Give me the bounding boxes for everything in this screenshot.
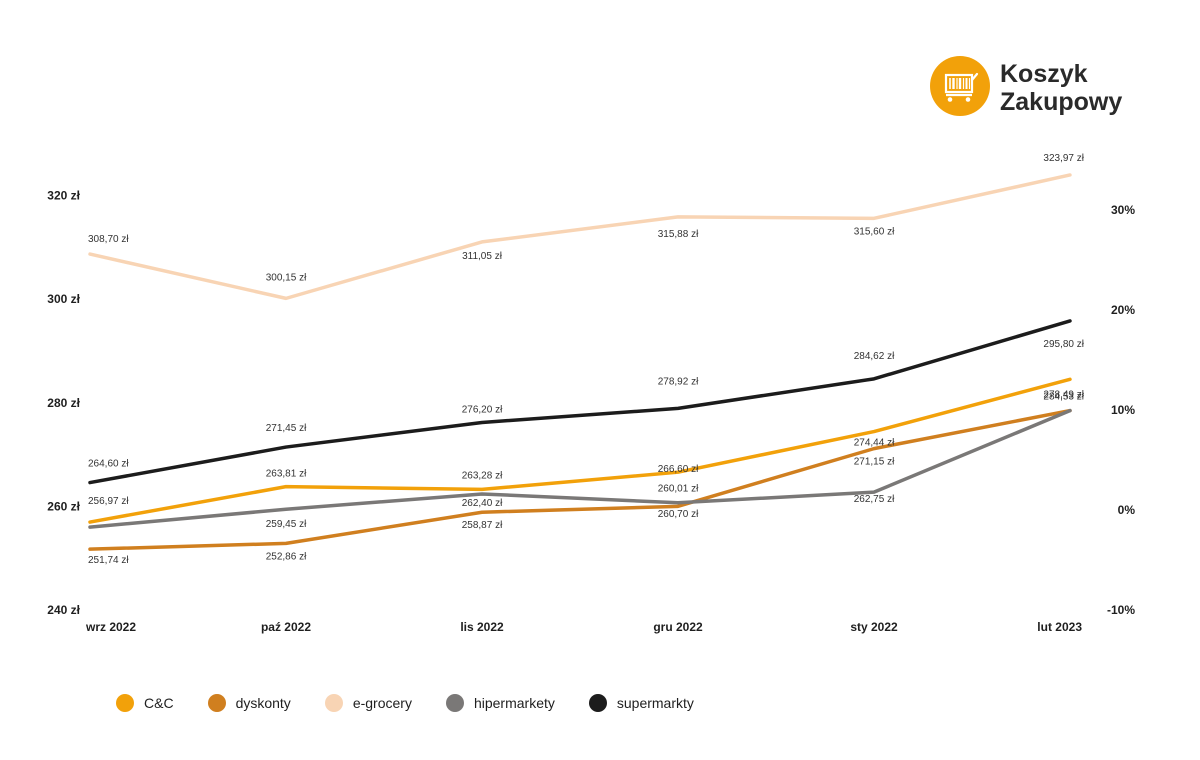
data-label: 311,05 zł: [462, 251, 503, 262]
data-label: 284,62 zł: [854, 351, 895, 362]
series-line-c-c: [88, 377, 1072, 524]
legend-item: supermarkty: [588, 694, 694, 712]
data-label: 258,87 zł: [462, 520, 503, 531]
data-label: 315,60 zł: [854, 226, 895, 237]
data-label: 262,40 zł: [462, 498, 503, 509]
line-chart: 240 zł 260 zł 280 zł 300 zł 320 zł -10% 0% 10%…: [47, 153, 1135, 634]
legend-item: C&C: [116, 694, 174, 712]
legend: C&C dyskonty e-grocery hipermarkety supermar…: [116, 692, 728, 714]
legend-swatch: [445, 694, 464, 712]
y-tick-label: 240 zł: [47, 603, 80, 617]
series-labels: 308,70 zł 300,15 zł 311,05 zł 315,88 zł 315,…: [88, 153, 1085, 566]
x-tick-label: gru 2022: [653, 620, 703, 634]
legend-item: dyskonty: [207, 694, 291, 712]
data-label: 284,53 zł: [1043, 391, 1084, 402]
data-label: 259,45 zł: [266, 519, 307, 530]
data-label: 271,45 zł: [266, 423, 307, 434]
data-label: 274,44 zł: [854, 438, 895, 449]
legend-swatch: [324, 694, 343, 712]
series-line-dyskonty: [88, 408, 1072, 551]
legend-item: e-grocery: [324, 694, 412, 712]
x-tick-label: lis 2022: [460, 620, 504, 634]
data-label: 264,60 zł: [88, 459, 129, 470]
y-tick-label: 260 zł: [47, 499, 80, 513]
legend-label: hipermarkety: [473, 695, 555, 711]
data-label: 262,75 zł: [854, 494, 895, 505]
logo-circle: [930, 56, 990, 116]
data-label: 295,80 zł: [1043, 339, 1084, 350]
y-axis-left: 240 zł 260 zł 280 zł 300 zł 320 zł: [47, 189, 80, 617]
y2-tick-label: 0%: [1118, 503, 1136, 517]
data-label: 278,49 zł: [1043, 390, 1084, 401]
data-label: 266,60 zł: [658, 464, 699, 475]
y2-tick-label: -10%: [1107, 603, 1135, 617]
data-label: 271,15 zł: [854, 457, 895, 468]
legend-swatch: [116, 694, 134, 712]
data-label: 323,97 zł: [1043, 153, 1084, 164]
y2-tick-label: 10%: [1111, 403, 1135, 417]
legend-label: C&C: [144, 695, 174, 711]
x-tick-label: paź 2022: [261, 620, 311, 634]
series-line-e-grocery: [88, 173, 1072, 301]
data-label: 251,74 zł: [88, 555, 129, 566]
legend-label: e-grocery: [352, 695, 412, 711]
y2-tick-label: 20%: [1111, 303, 1135, 317]
logo: Koszyk Zakupowy: [930, 56, 1160, 120]
data-label: 260,01 zł: [658, 483, 699, 494]
data-label: 308,70 zł: [88, 234, 129, 245]
y-axis-right: -10% 0% 10% 20% 30%: [1107, 203, 1135, 617]
data-label: 276,20 zł: [462, 404, 503, 415]
x-tick-label: lut 2023: [1037, 620, 1082, 634]
data-label: 315,88 zł: [658, 229, 699, 240]
x-tick-label: wrz 2022: [85, 620, 136, 634]
legend-item: hipermarkety: [445, 694, 555, 712]
legend-swatch: [207, 694, 226, 712]
legend-swatch: [588, 694, 607, 712]
data-label: 263,28 zł: [462, 470, 503, 481]
legend-label: dyskonty: [235, 695, 291, 711]
x-axis: wrz 2022 paź 2022 lis 2022 gru 2022 sty 2022…: [85, 620, 1082, 634]
data-label: 260,70 zł: [658, 509, 699, 520]
series-line-hipermarkety: [88, 408, 1072, 529]
data-label: 256,97 zł: [88, 496, 129, 507]
data-label: 278,92 zł: [658, 376, 699, 387]
data-label: 263,81 zł: [266, 469, 307, 480]
series-line-supermarkty: [88, 319, 1072, 485]
y-tick-label: 300 zł: [47, 292, 80, 306]
y-tick-label: 320 zł: [47, 189, 80, 203]
data-label: 300,15 zł: [266, 272, 307, 283]
series-lines: [88, 173, 1072, 551]
y2-tick-label: 30%: [1111, 203, 1135, 217]
logo-word-line1: Koszyk: [1000, 60, 1088, 88]
y-tick-label: 280 zł: [47, 396, 80, 410]
legend-label: supermarkty: [616, 695, 694, 711]
data-label: 252,86 zł: [266, 551, 307, 562]
x-tick-label: sty 2022: [850, 620, 898, 634]
shopping-cart-barcode-icon: [944, 72, 979, 102]
logo-word-line2: Zakupowy: [1000, 88, 1123, 116]
